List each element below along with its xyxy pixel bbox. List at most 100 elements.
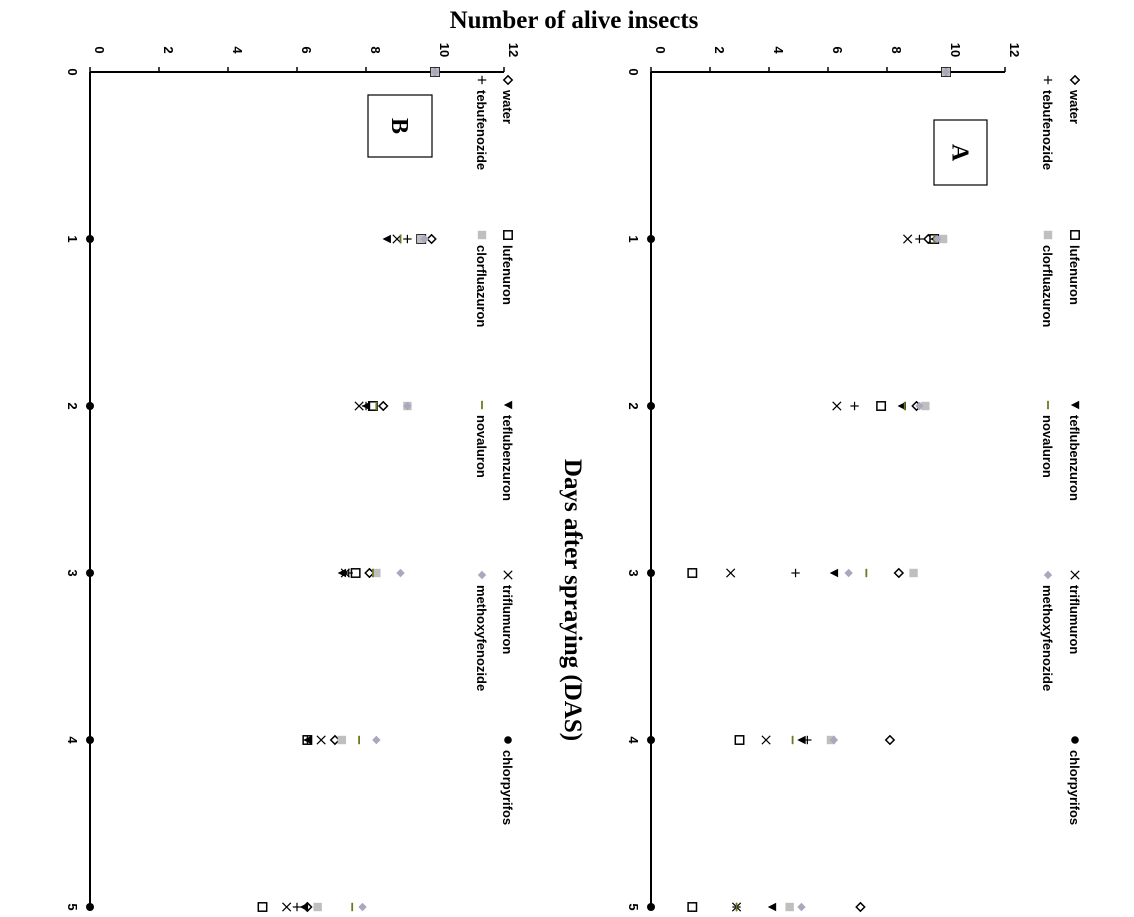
legend-marker [1043, 570, 1053, 580]
data-point [430, 67, 440, 77]
count-tick-label: 0 [92, 46, 107, 53]
data-point [832, 401, 842, 411]
day-tick-dot [86, 402, 94, 410]
legend-entry-lufenuron: lufenuron [1067, 230, 1082, 305]
x-axis-title: Days after spraying (DAS) [559, 459, 586, 741]
series-clorfluazuron [313, 67, 440, 912]
legend-label: water [1067, 89, 1082, 124]
series-teflubenzuron [299, 67, 440, 912]
legend-entry-clorfluazuron: clorfluazuron [1040, 230, 1055, 327]
count-tick-label: 0 [653, 46, 668, 53]
legend-label: lufenuron [500, 245, 515, 305]
data-point [687, 568, 698, 578]
data-point [941, 67, 951, 77]
legend-entry-teflubenzuron: teflubenzuron [1067, 400, 1082, 501]
data-point [382, 234, 391, 244]
data-point [687, 902, 698, 912]
legend-entry-chlorpyrifos: chlorpyrifos [500, 736, 515, 825]
legend-marker [477, 570, 487, 580]
data-point [921, 401, 930, 411]
legend-label: clorfluazuron [474, 245, 489, 327]
data-point [377, 400, 389, 412]
day-tick-label: 1 [626, 235, 641, 242]
day-tick-dot [647, 402, 655, 410]
legend-label: triflumuron [500, 585, 515, 654]
data-point [884, 734, 896, 746]
legend-entry-methoxyfenozide: methoxyfenozide [1040, 570, 1055, 691]
panel-B: 0 2 4 6 8 10 12012345Bwaterlufenuronteflubenzu… [65, 43, 521, 913]
legend-entry-triflumuron: triflumuron [500, 570, 515, 654]
legend-entry-tebufenozide: tebufenozide [474, 75, 489, 170]
data-point [932, 234, 942, 244]
series-lufenuron [257, 67, 440, 912]
series-methoxyfenozide [358, 67, 440, 912]
legend-label: teflubenzuron [1067, 415, 1082, 501]
y-axis-title: Number of alive insects [450, 7, 699, 34]
day-tick-dot [647, 569, 655, 577]
series-lufenuron [687, 67, 951, 912]
data-point [396, 568, 405, 578]
day-tick-label: 5 [626, 903, 641, 910]
legend-label: chlorpyrifos [500, 750, 515, 825]
data-point [915, 234, 924, 244]
day-tick-label: 0 [626, 68, 641, 75]
count-tick-label: 8 [368, 46, 383, 53]
count-tick-label: 2 [712, 46, 727, 53]
day-tick-label: 3 [65, 569, 80, 576]
data-point [850, 401, 859, 411]
legend-label: teflubenzuron [500, 415, 515, 501]
data-point [785, 902, 794, 912]
data-point [844, 568, 853, 578]
panels: 0 2 4 6 8 10 12012345Awaterlufenuronteflubenzu… [65, 43, 1082, 913]
legend-entry-novaluron: novaluron [474, 400, 489, 478]
day-tick-label: 2 [626, 402, 641, 409]
day-tick-dot [86, 235, 94, 243]
legend-entry-clorfluazuron: clorfluazuron [474, 230, 489, 327]
data-point [372, 735, 381, 745]
data-point [303, 735, 312, 745]
data-point [855, 901, 866, 913]
legend-label: methoxyfenozide [1040, 585, 1055, 691]
data-point [282, 902, 292, 912]
legend-marker [503, 570, 513, 580]
legend-marker [503, 400, 513, 410]
day-tick-label: 3 [626, 569, 641, 576]
legend-label: chlorpyrifos [1067, 750, 1082, 825]
legend-entry-methoxyfenozide: methoxyfenozide [474, 570, 489, 691]
legend-entry-teflubenzuron: teflubenzuron [500, 400, 515, 501]
data-point [354, 401, 364, 411]
series-water [855, 66, 952, 913]
legend-marker [477, 75, 487, 85]
legend-entry-chlorpyrifos: chlorpyrifos [1067, 736, 1082, 825]
legend-marker [1070, 570, 1080, 580]
data-point [829, 735, 839, 745]
data-point [734, 735, 745, 745]
legend-entry-tebufenozide: tebufenozide [1040, 75, 1055, 170]
panel-label-box [367, 94, 433, 158]
panel-label: B [386, 118, 412, 134]
legend-marker [1071, 736, 1079, 744]
legend-marker [1043, 230, 1053, 240]
day-tick-label: 4 [626, 736, 641, 744]
data-point [344, 568, 353, 578]
panel-A: 0 2 4 6 8 10 12012345Awaterlufenuronteflubenzu… [626, 43, 1082, 913]
data-point [909, 568, 918, 578]
data-point [938, 234, 948, 244]
panel-label: A [947, 144, 973, 162]
day-tick-label: 2 [65, 402, 80, 409]
series-triflumuron [282, 67, 440, 912]
count-tick-label: 6 [299, 46, 314, 53]
day-tick-dot [647, 736, 655, 744]
legend-label: triflumuron [1067, 585, 1082, 654]
data-point [292, 902, 302, 912]
data-point [426, 233, 437, 245]
data-point [337, 735, 347, 745]
series-tebufenozide [732, 67, 951, 912]
data-point [257, 902, 268, 912]
day-tick-label: 4 [65, 736, 80, 744]
count-tick-label: 8 [889, 46, 904, 53]
legend-label: methoxyfenozide [474, 585, 489, 691]
legend-marker [504, 736, 512, 744]
day-tick-dot [86, 569, 94, 577]
